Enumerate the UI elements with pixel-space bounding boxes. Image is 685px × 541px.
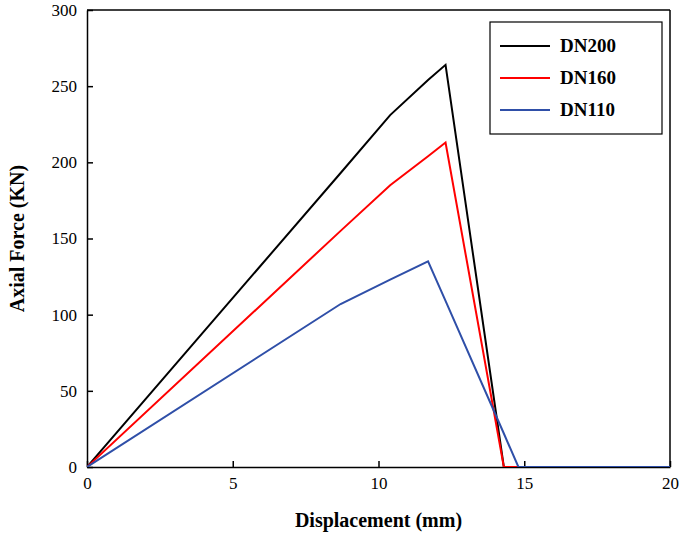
- tick-label: 0: [69, 458, 78, 477]
- legend-label: DN160: [560, 67, 616, 88]
- tick: 50: [60, 382, 93, 401]
- x-axis-title: Displacement (mm): [295, 509, 462, 532]
- tick-mark: [87, 314, 93, 316]
- tick-label: 200: [52, 153, 78, 172]
- tick-mark: [87, 86, 93, 88]
- tick-mark: [87, 162, 93, 164]
- tick-mark: [87, 238, 93, 240]
- y-axis-title: Axial Force (KN): [6, 165, 29, 312]
- tick-mark: [87, 391, 93, 393]
- tick-label: 150: [52, 229, 78, 248]
- legend-swatch: [500, 45, 550, 47]
- tick: 150: [52, 229, 94, 248]
- tick-mark: [233, 461, 235, 467]
- tick-label: 20: [662, 474, 679, 493]
- tick-label: 50: [60, 382, 77, 401]
- chart: 05101520050100150200250300DN200DN160DN11…: [0, 0, 685, 541]
- tick-label: 10: [371, 474, 388, 493]
- tick-mark: [378, 461, 380, 467]
- tick-label: 0: [83, 474, 92, 493]
- legend-label: DN110: [560, 99, 615, 120]
- line: [87, 143, 670, 467]
- legend-box: [490, 22, 662, 134]
- legend-label: DN200: [560, 35, 616, 56]
- tick: 300: [52, 1, 94, 20]
- legend-swatch: [500, 77, 550, 79]
- tick: 10: [371, 461, 388, 493]
- tick-label: 300: [52, 1, 78, 20]
- legend: DN200 DN160 DN110: [490, 22, 662, 134]
- tick-label: 100: [52, 306, 78, 325]
- tick: 0: [69, 458, 94, 477]
- tick: 200: [52, 153, 94, 172]
- tick-label: 5: [229, 474, 238, 493]
- frame: [87, 9, 670, 11]
- tick: 250: [52, 77, 94, 96]
- x-axis: 0 5 10 15 20: [83, 461, 679, 493]
- plot-area: 05101520050100150200250300DN200DN160DN11…: [52, 1, 680, 493]
- legend-swatch: [500, 109, 550, 111]
- line: [87, 261, 670, 467]
- tick: 100: [52, 306, 94, 325]
- tick: 5: [229, 461, 238, 493]
- y-axis: 0 50 100 150 200 250 300: [52, 1, 94, 477]
- tick-label: 15: [516, 474, 533, 493]
- frame: [669, 10, 671, 467]
- tick-label: 250: [52, 77, 78, 96]
